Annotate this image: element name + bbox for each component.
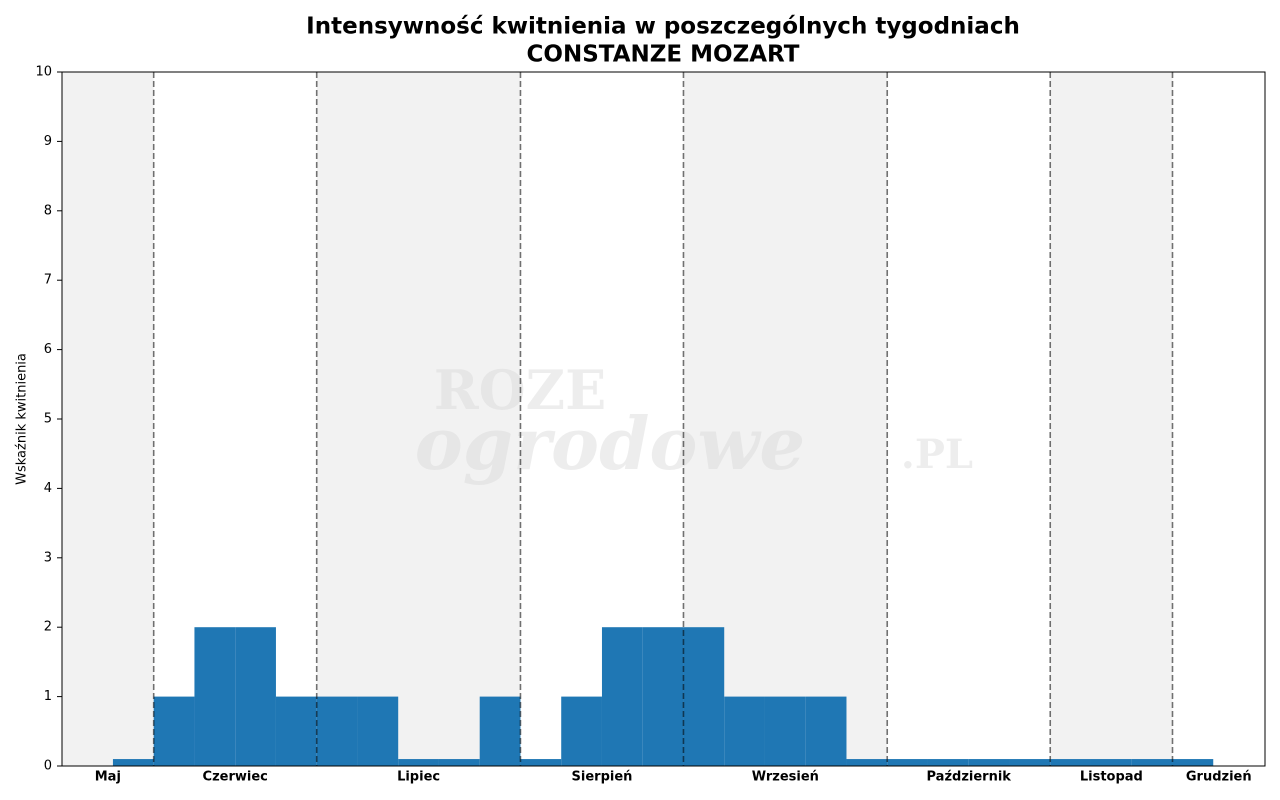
bar <box>1009 759 1051 766</box>
month-label: Grudzień <box>1186 770 1252 785</box>
bar <box>1131 759 1173 766</box>
bar <box>316 696 358 766</box>
bar <box>601 627 643 766</box>
month-label: Sierpień <box>572 770 633 785</box>
bar <box>846 759 888 766</box>
y-axis-label: Wskaźnik kwitnienia <box>15 353 30 485</box>
watermark: ogrodowe <box>415 401 805 486</box>
bar <box>235 627 276 766</box>
bar <box>724 696 765 766</box>
bar <box>194 627 236 766</box>
bar <box>357 696 399 766</box>
month-label: Listopad <box>1080 770 1143 785</box>
bar <box>805 696 847 766</box>
month-label: Czerwiec <box>203 770 268 785</box>
chart-title: Intensywność kwitnienia w poszczególnych… <box>306 14 1020 40</box>
bar <box>683 627 725 766</box>
y-tick-label: 8 <box>44 203 52 218</box>
bar <box>968 759 1010 766</box>
month-band <box>1050 72 1173 766</box>
y-tick-label: 0 <box>44 759 52 774</box>
bar <box>398 759 439 766</box>
chart-subtitle: CONSTANZE MOZART <box>527 42 800 68</box>
bar <box>1172 759 1214 766</box>
y-tick-label: 3 <box>44 550 52 565</box>
bar <box>1050 759 1091 766</box>
bar <box>438 759 480 766</box>
y-tick-label: 10 <box>35 65 52 80</box>
month-label: Maj <box>95 770 121 785</box>
plot-frame <box>61 71 1266 767</box>
y-tick-label: 4 <box>44 481 52 496</box>
month-label: Wrzesień <box>752 770 819 785</box>
bar <box>764 696 806 766</box>
bar <box>153 696 195 766</box>
month-label: Lipiec <box>397 770 440 785</box>
bar <box>275 696 317 766</box>
y-tick-label: 2 <box>44 620 52 635</box>
bar <box>520 759 562 766</box>
y-tick-label: 6 <box>44 342 52 357</box>
bar <box>561 696 602 766</box>
y-tick-label: 7 <box>44 273 52 288</box>
month-band <box>62 72 154 766</box>
bar <box>927 759 969 766</box>
y-tick-label: 1 <box>44 689 52 704</box>
y-tick-label: 5 <box>44 412 52 427</box>
month-label: Październik <box>927 770 1012 785</box>
month-band <box>316 72 521 766</box>
y-tick-label: 9 <box>44 134 52 149</box>
bar <box>479 696 521 766</box>
bar <box>112 759 154 766</box>
bar <box>887 759 928 766</box>
watermark: .PL <box>901 431 973 478</box>
bar <box>1090 759 1132 766</box>
bar <box>642 627 684 766</box>
